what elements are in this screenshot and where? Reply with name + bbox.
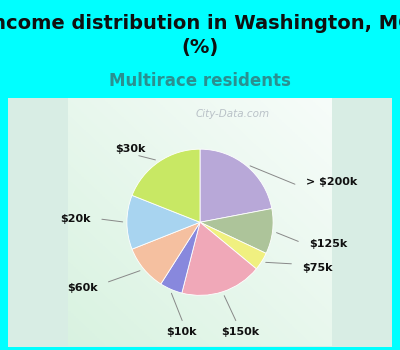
- Text: $75k: $75k: [302, 262, 333, 273]
- Text: $10k: $10k: [166, 327, 197, 337]
- Wedge shape: [132, 149, 200, 222]
- Text: Income distribution in Washington, MO
(%): Income distribution in Washington, MO (%…: [0, 14, 400, 56]
- Wedge shape: [161, 222, 200, 293]
- Text: $20k: $20k: [60, 214, 90, 224]
- Wedge shape: [200, 149, 272, 222]
- Wedge shape: [127, 195, 200, 249]
- Text: $30k: $30k: [115, 144, 146, 154]
- Text: $60k: $60k: [67, 283, 98, 293]
- Text: City-Data.com: City-Data.com: [195, 109, 270, 119]
- Text: > $200k: > $200k: [306, 177, 357, 187]
- Text: $150k: $150k: [221, 327, 259, 337]
- Wedge shape: [132, 222, 200, 284]
- Text: Multirace residents: Multirace residents: [109, 72, 291, 90]
- Wedge shape: [182, 222, 256, 295]
- Text: $125k: $125k: [310, 239, 348, 249]
- Wedge shape: [200, 209, 273, 253]
- Wedge shape: [200, 222, 266, 269]
